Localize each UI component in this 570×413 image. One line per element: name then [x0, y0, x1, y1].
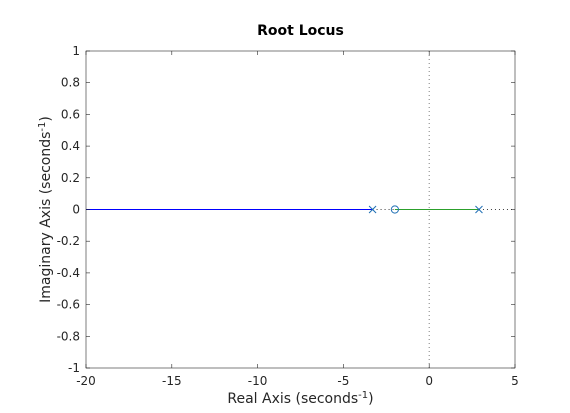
pole-marker-1 [368, 205, 377, 214]
y-tick-label: 1 [72, 44, 80, 58]
chart-title: Root Locus [257, 23, 344, 39]
y-tick-label: 0.8 [61, 76, 80, 90]
y-tick-label: 0 [72, 203, 80, 217]
pole-marker-stroke-b [475, 205, 483, 214]
ticks-layer: -20 -15 -10 -5 0 5 -1 -0.8 -0.6 -0.4 -0.2 0 0.2 0.4 0.… [57, 44, 519, 388]
pole-marker-stroke-b [368, 205, 377, 214]
y-tick-label: -0.2 [57, 234, 80, 248]
x-tick-label: 5 [511, 374, 519, 388]
x-tick-label: -15 [162, 374, 182, 388]
y-tick-label: -1 [68, 361, 80, 375]
reference-lines [372, 51, 515, 368]
y-axis-label-superscript: -1 [37, 122, 48, 132]
y-tick-label: 0.4 [61, 139, 80, 153]
y-tick-label: -0.4 [57, 266, 80, 280]
x-tick-label: -10 [248, 374, 268, 388]
x-axis-label-superscript: -1 [358, 390, 368, 401]
x-tick-label: 0 [425, 374, 433, 388]
x-axis-label: Real Axis (seconds-1) [227, 390, 373, 407]
y-axis-label-text: Imaginary Axis (seconds [38, 132, 54, 303]
x-axis-label-text: Real Axis (seconds [227, 391, 358, 407]
y-tick-label: -0.6 [57, 298, 80, 312]
data-layer [86, 205, 483, 214]
x-tick-label: -20 [76, 374, 96, 388]
y-tick-label: 0.6 [61, 107, 80, 121]
x-tick-label: -5 [337, 374, 349, 388]
x-axis-label-suffix: ) [368, 391, 373, 407]
y-tick-label: 0.2 [61, 171, 80, 185]
y-axis-label-suffix: ) [38, 116, 54, 121]
pole-marker-2 [475, 205, 483, 214]
y-tick-label: -0.8 [57, 329, 80, 343]
y-axis-label: Imaginary Axis (seconds-1) [37, 116, 54, 303]
zero-marker-1 [390, 205, 399, 214]
